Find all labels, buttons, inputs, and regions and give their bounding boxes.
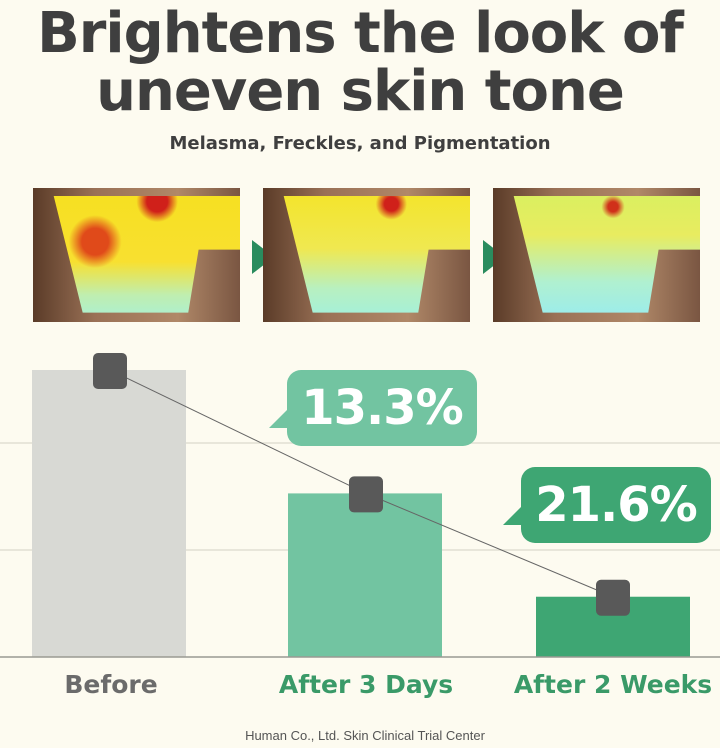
marker-2 <box>596 579 630 616</box>
bar-0 <box>32 370 186 657</box>
title-line-2: uneven skin tone <box>96 59 625 124</box>
annotation-13-3: 13.3% <box>269 370 477 446</box>
footer-source: Human Co., Ltd. Skin Clinical Trial Cent… <box>245 728 485 743</box>
subtitle: Melasma, Freckles, and Pigmentation <box>169 133 551 154</box>
bar-1 <box>288 493 442 657</box>
x-label-before: Before <box>64 670 158 699</box>
photo-before <box>33 188 240 322</box>
marker-1 <box>349 476 383 513</box>
photo-after-2-weeks <box>493 188 700 322</box>
x-label-after-3-days: After 3 Days <box>278 670 454 699</box>
marker-0 <box>93 353 127 389</box>
annotation-21-6: 21.6% <box>503 467 711 543</box>
x-label-after-2-weeks: After 2 Weeks <box>513 670 713 699</box>
photo-after-3-days <box>263 188 470 322</box>
title-line-1: Brightens the look of <box>37 1 684 66</box>
